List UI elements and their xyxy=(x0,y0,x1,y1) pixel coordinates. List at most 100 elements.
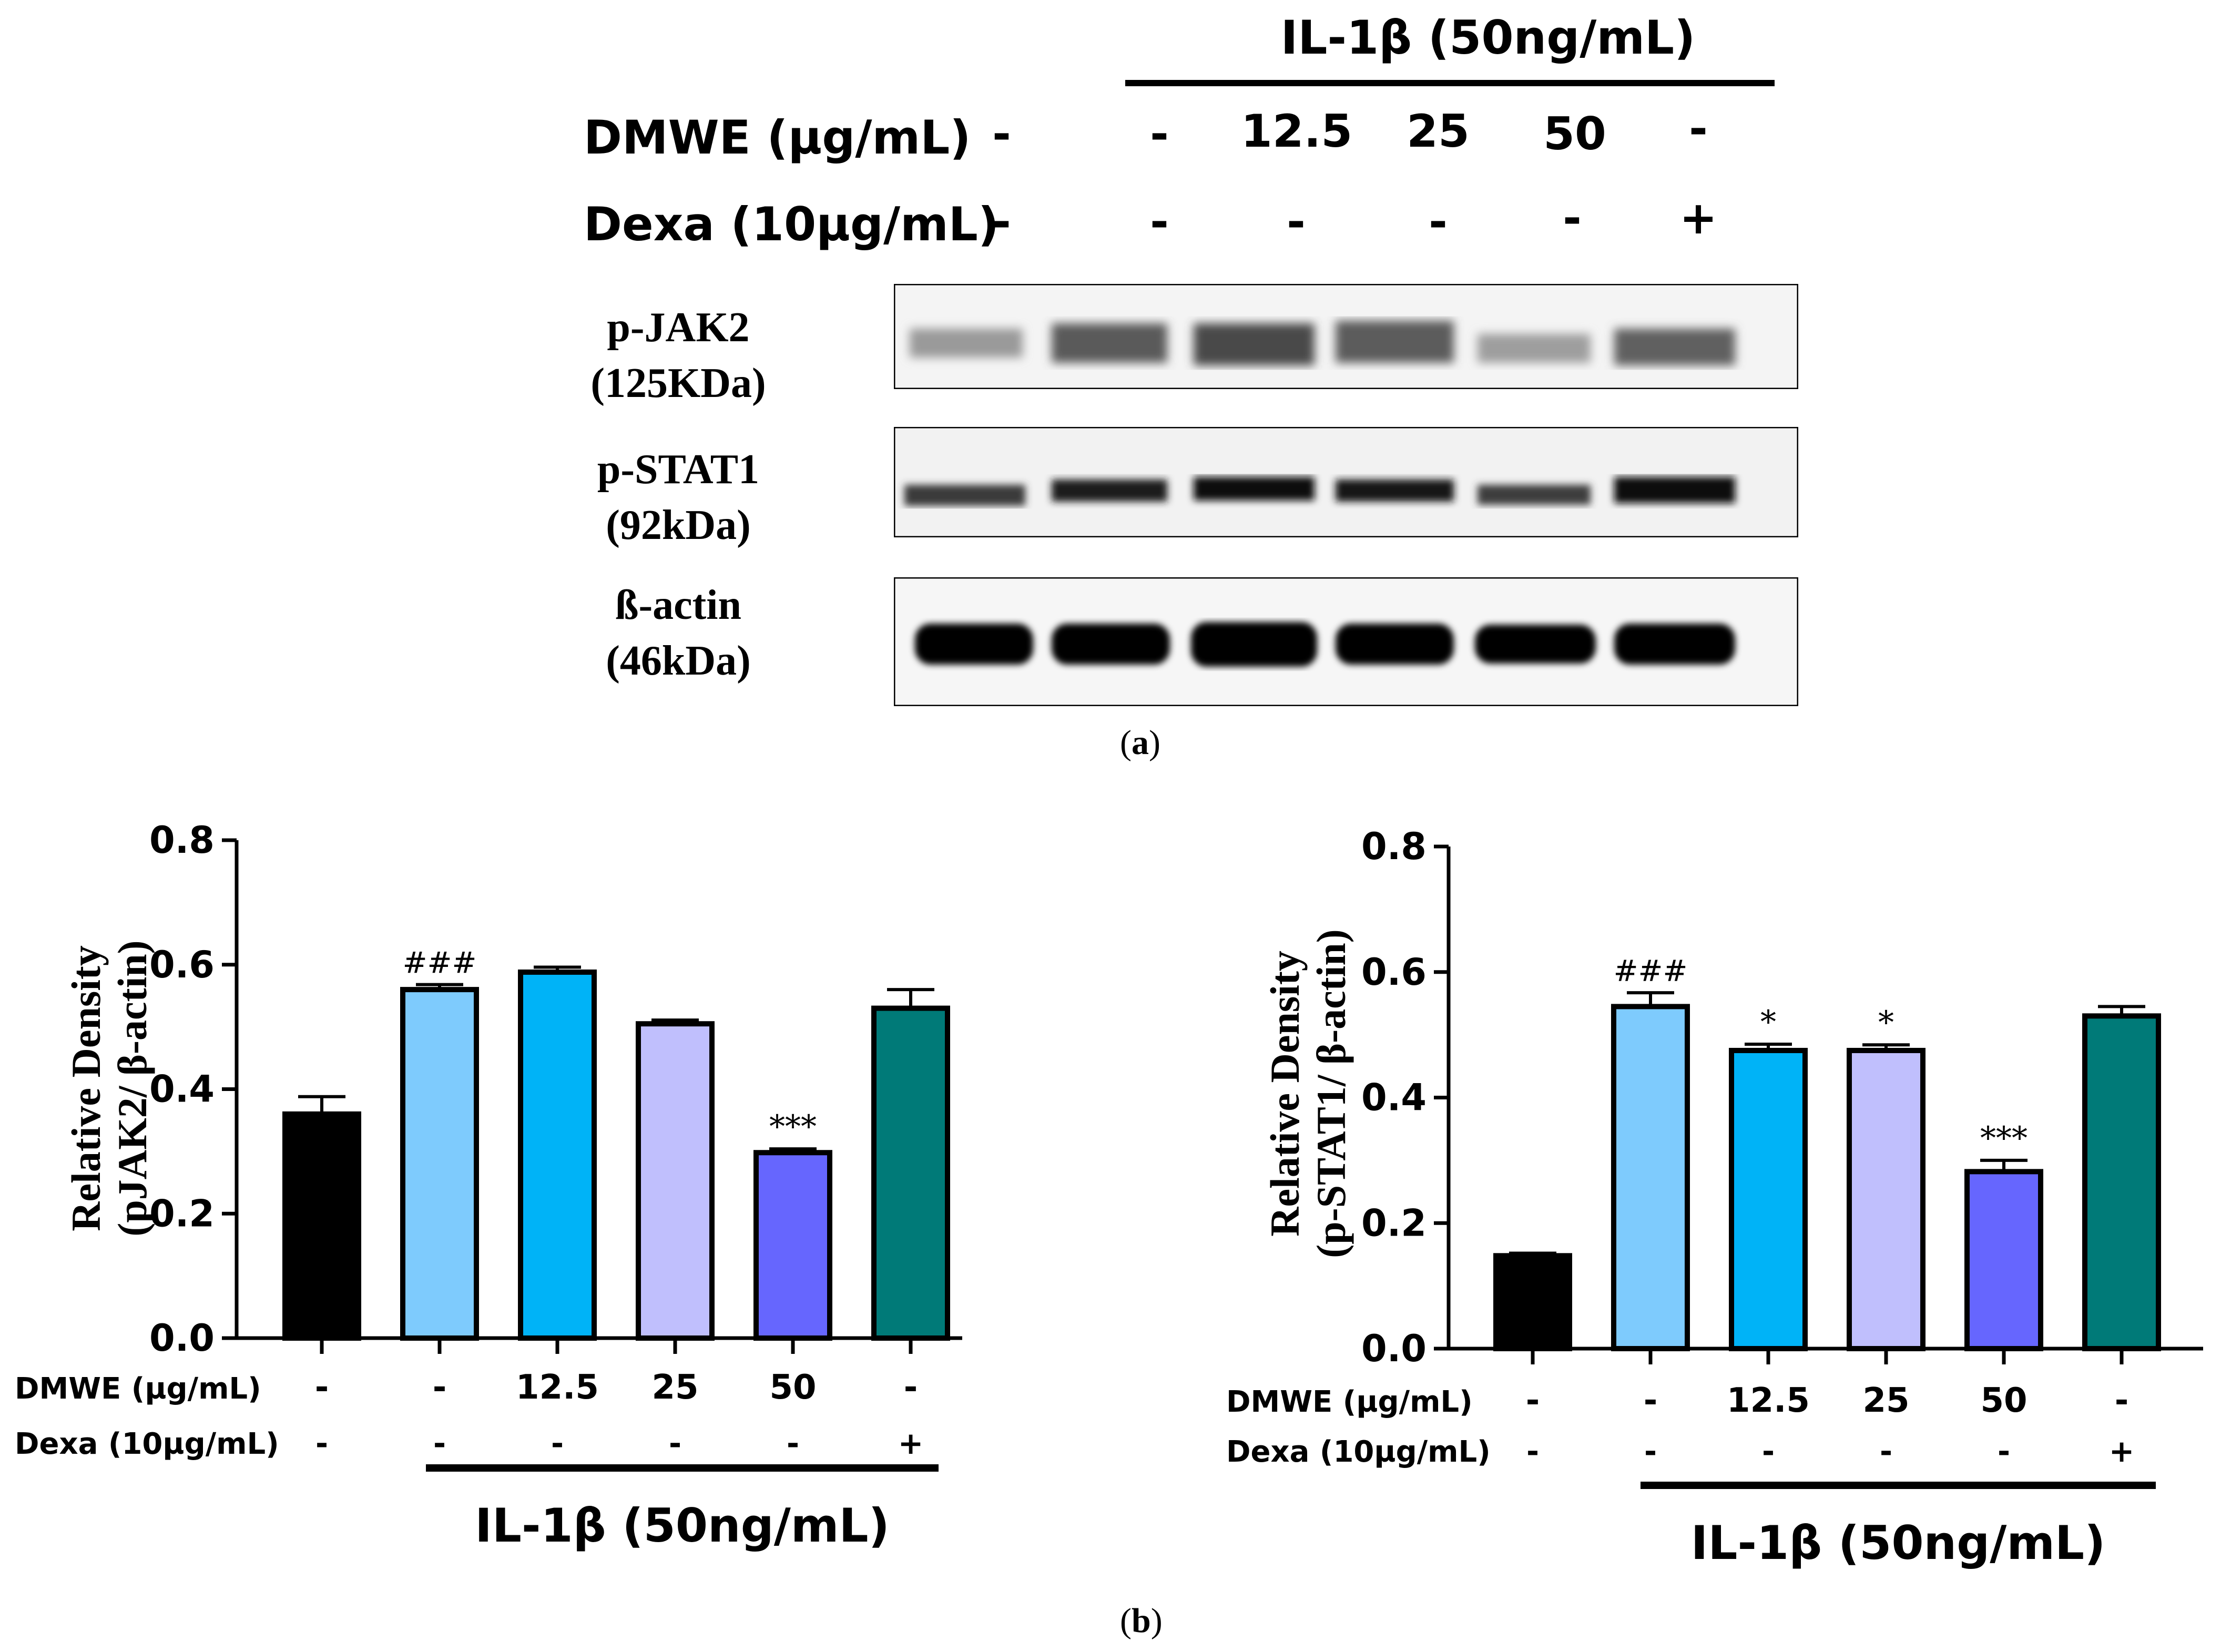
il1b-header: IL-1β (50ng/mL) xyxy=(1280,11,1696,65)
dmwe-value: 50 xyxy=(769,1368,816,1407)
dexa-lane-6: + xyxy=(1679,192,1718,244)
dmwe-value: - xyxy=(433,1368,447,1407)
bar xyxy=(2082,1013,2161,1351)
dmwe-value: 12.5 xyxy=(516,1368,599,1407)
dexa-row-label: Dexa (10µg/mL) xyxy=(584,197,1000,251)
significance-marker: ### xyxy=(1614,954,1688,988)
dmwe-lane-2: - xyxy=(1150,108,1169,160)
dexa-value: - xyxy=(787,1425,799,1461)
significance-marker: * xyxy=(1878,1004,1894,1041)
significance-marker: ### xyxy=(403,946,477,981)
blot-mw: (46kDa) xyxy=(606,638,751,684)
bar xyxy=(1964,1169,2043,1351)
bar xyxy=(871,1005,950,1341)
blot-image-pstat1 xyxy=(894,427,1798,537)
dexa-value: - xyxy=(1644,1433,1657,1469)
dexa-row-label: Dexa (10µg/mL) xyxy=(1226,1435,1491,1469)
dexa-lane-3: - xyxy=(1287,196,1306,248)
caption-letter: a xyxy=(1131,723,1149,762)
y-tick-label: 0.0 xyxy=(1361,1327,1427,1370)
caption-open: ( xyxy=(1120,723,1132,762)
blot-mw: (92kDa) xyxy=(606,502,751,548)
dexa-value: - xyxy=(669,1425,681,1461)
dmwe-value: - xyxy=(2115,1381,2129,1420)
dexa-value: - xyxy=(315,1425,328,1461)
dmwe-row-label: DMWE (µg/mL) xyxy=(1226,1385,1473,1419)
y-tick-label: 0.4 xyxy=(1361,1076,1427,1119)
caption-close: ) xyxy=(1150,1602,1163,1640)
panel-b-caption: (b) xyxy=(1120,1601,1163,1641)
dmwe-value: 25 xyxy=(1862,1381,1909,1420)
dexa-value: - xyxy=(1526,1433,1539,1469)
dexa-value: + xyxy=(898,1425,924,1461)
caption-letter: b xyxy=(1131,1602,1151,1640)
dexa-value: - xyxy=(433,1425,446,1461)
il1b-group-label: IL-1β (50ng/mL) xyxy=(1691,1516,2106,1570)
dmwe-value: - xyxy=(1644,1381,1658,1420)
bar xyxy=(636,1021,715,1341)
y-tick-label: 0.6 xyxy=(149,943,215,986)
dexa-value: + xyxy=(2109,1433,2135,1469)
dexa-value: - xyxy=(1762,1433,1775,1469)
caption-close: ) xyxy=(1148,723,1160,762)
bar xyxy=(1493,1253,1572,1352)
dmwe-row-label: DMWE (µg/mL) xyxy=(15,1372,261,1406)
y-axis-label: Relative Density(p-STAT1/ β-actin) xyxy=(1262,929,1354,1258)
y-axis-label: Relative Density(pJAK2/ β-actin) xyxy=(63,940,155,1236)
blot-label-bactin: ß-actin (46kDa) xyxy=(542,577,815,689)
blot-image-pjak2 xyxy=(894,284,1798,389)
blot-mw: (125KDa) xyxy=(590,360,766,406)
y-tick-label: 0.8 xyxy=(149,819,215,862)
bar xyxy=(400,987,479,1341)
dmwe-lane-3: 12.5 xyxy=(1241,105,1353,158)
blot-image-bactin xyxy=(894,577,1798,706)
blot-name: p-JAK2 xyxy=(607,304,750,351)
chart-pjak2: 0.0 0.2 0.4 0.6 0.8 Relative Density(pJAK2/ β… xyxy=(15,819,962,1553)
dmwe-lane-6: - xyxy=(1689,103,1708,155)
y-tick-label: 0.0 xyxy=(149,1317,215,1360)
significance-marker: *** xyxy=(1980,1120,2028,1157)
y-tick-label: 0.2 xyxy=(1361,1201,1427,1245)
bar xyxy=(518,969,597,1341)
significance-marker: * xyxy=(1760,1004,1776,1041)
blot-name: p-STAT1 xyxy=(597,446,760,493)
chart-pstat1: 0.0 0.2 0.4 0.6 0.8 Relative Density(p-STAT1/… xyxy=(1226,825,2203,1570)
dmwe-value: - xyxy=(1526,1381,1540,1420)
dmwe-lane-5: 50 xyxy=(1543,108,1606,160)
dmwe-value: 12.5 xyxy=(1727,1381,1810,1420)
dexa-value: - xyxy=(1880,1433,1892,1469)
dmwe-value: - xyxy=(315,1368,329,1407)
dexa-value: - xyxy=(551,1425,564,1461)
dmwe-value: - xyxy=(904,1368,918,1407)
y-axis-label-line2: (pJAK2/ β-actin) xyxy=(109,940,155,1236)
dexa-lane-5: - xyxy=(1563,192,1582,244)
y-tick-label: 0.8 xyxy=(1361,825,1427,868)
bar xyxy=(1847,1047,1925,1351)
blot-name: ß-actin xyxy=(615,582,741,628)
il1b-bar xyxy=(1125,80,1775,86)
blot-label-pstat1: p-STAT1 (92kDa) xyxy=(542,442,815,553)
y-axis-label-line1: Relative Density xyxy=(1262,951,1308,1237)
caption-open: ( xyxy=(1120,1602,1132,1640)
y-tick-label: 0.2 xyxy=(149,1192,215,1235)
panel-a-caption: (a) xyxy=(1120,723,1160,763)
dexa-lane-2: - xyxy=(1150,196,1169,248)
dmwe-value: 25 xyxy=(651,1368,698,1407)
dexa-lane-4: - xyxy=(1429,196,1448,248)
dmwe-row-label: DMWE (µg/mL) xyxy=(584,110,971,165)
dmwe-lane-1: - xyxy=(992,108,1011,160)
dexa-lane-1: - xyxy=(992,196,1011,248)
il1b-group-label: IL-1β (50ng/mL) xyxy=(475,1498,890,1553)
y-tick-label: 0.6 xyxy=(1361,951,1427,994)
bar xyxy=(1729,1047,1808,1351)
bar xyxy=(753,1150,832,1341)
bar xyxy=(1611,1004,1690,1351)
y-axis-label-line2: (p-STAT1/ β-actin) xyxy=(1308,929,1354,1258)
bar xyxy=(282,1111,361,1341)
dexa-value: - xyxy=(1998,1433,2010,1469)
blot-label-pjak2: p-JAK2 (125KDa) xyxy=(542,300,815,411)
y-tick-label: 0.4 xyxy=(149,1068,215,1111)
dexa-row-label: Dexa (10µg/mL) xyxy=(15,1427,279,1461)
significance-marker: *** xyxy=(769,1108,817,1145)
dmwe-value: 50 xyxy=(1980,1381,2027,1420)
